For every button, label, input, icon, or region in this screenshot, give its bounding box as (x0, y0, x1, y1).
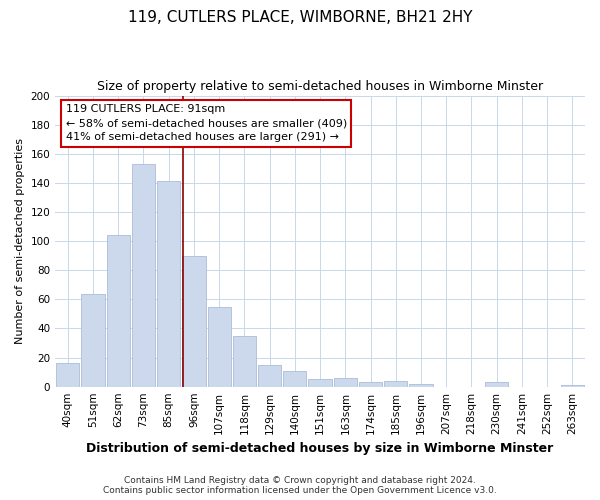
X-axis label: Distribution of semi-detached houses by size in Wimborne Minster: Distribution of semi-detached houses by … (86, 442, 554, 455)
Bar (384, 381, 407, 386)
Bar (258, 365, 281, 386)
Bar (157, 182, 181, 386)
Bar (308, 380, 332, 386)
Bar (82, 294, 104, 386)
Text: 119 CUTLERS PLACE: 91sqm
← 58% of semi-detached houses are smaller (409)
41% of : 119 CUTLERS PLACE: 91sqm ← 58% of semi-d… (66, 104, 347, 142)
Bar (334, 378, 357, 386)
Bar (561, 385, 584, 386)
Bar (56, 364, 79, 386)
Title: Size of property relative to semi-detached houses in Wimborne Minster: Size of property relative to semi-detach… (97, 80, 543, 93)
Text: 119, CUTLERS PLACE, WIMBORNE, BH21 2HY: 119, CUTLERS PLACE, WIMBORNE, BH21 2HY (128, 10, 472, 25)
Bar (409, 384, 433, 386)
Bar (182, 256, 206, 386)
Bar (359, 382, 382, 386)
Bar (485, 382, 508, 386)
Y-axis label: Number of semi-detached properties: Number of semi-detached properties (15, 138, 25, 344)
Bar (208, 306, 231, 386)
Text: Contains HM Land Registry data © Crown copyright and database right 2024.
Contai: Contains HM Land Registry data © Crown c… (103, 476, 497, 495)
Bar (233, 336, 256, 386)
Bar (132, 164, 155, 386)
Bar (107, 236, 130, 386)
Bar (283, 370, 307, 386)
